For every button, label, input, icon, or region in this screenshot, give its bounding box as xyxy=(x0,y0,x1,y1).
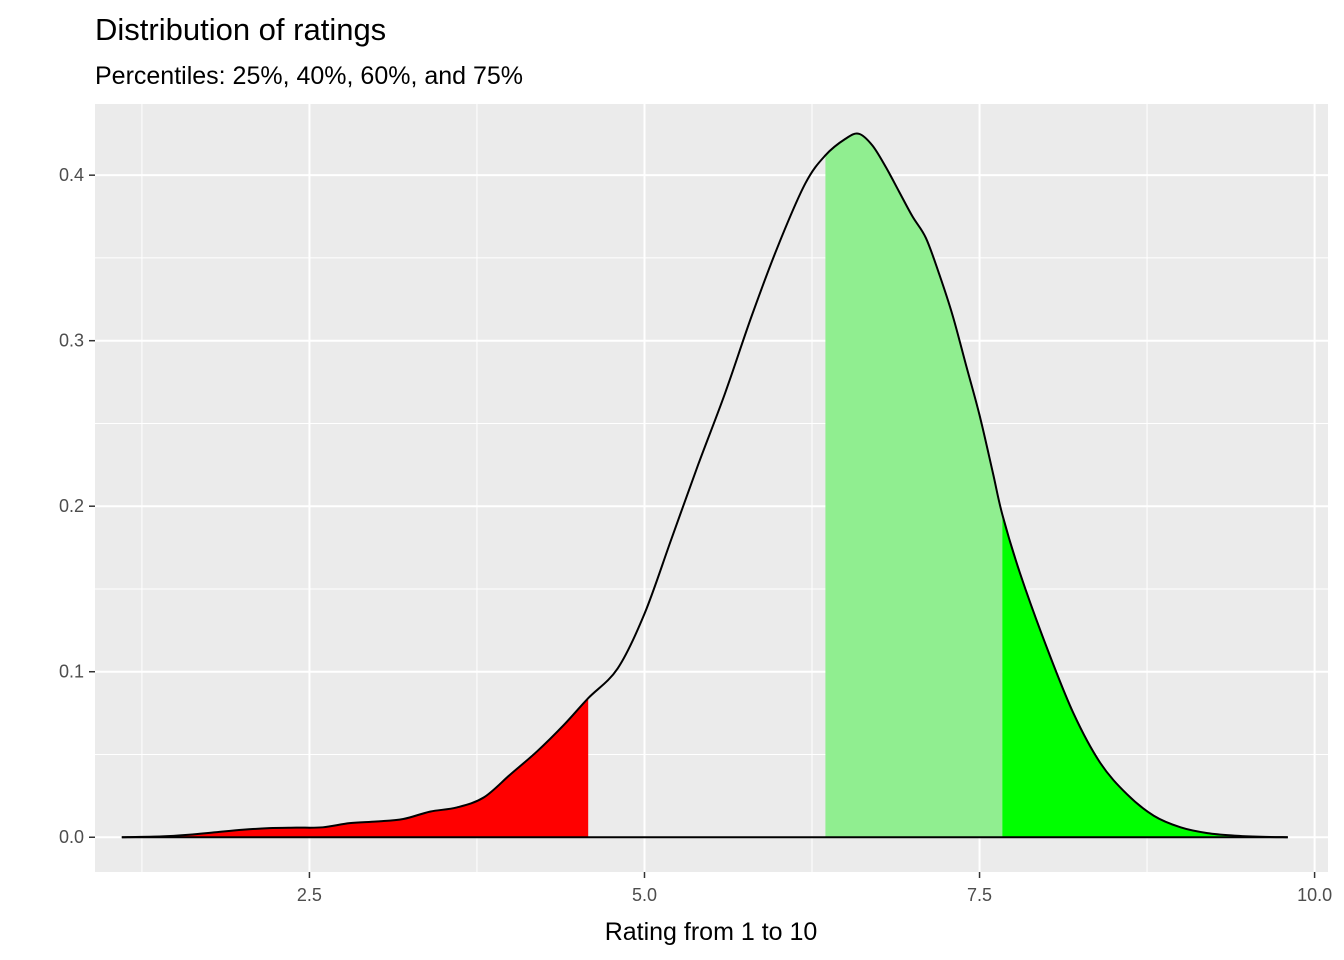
y-tick-label: 0.1 xyxy=(59,662,84,682)
plot-panel xyxy=(95,104,1328,872)
percentile-region xyxy=(825,133,1003,838)
y-tick-label: 0.0 xyxy=(59,827,84,847)
minor-gridlines xyxy=(95,104,1328,872)
density-curve xyxy=(121,132,1288,839)
x-axis: 2.5 5.0 7.5 10.0 xyxy=(297,872,1332,905)
chart-subtitle: Percentiles: 25%, 40%, 60%, and 75% xyxy=(95,62,523,90)
y-tick-label: 0.4 xyxy=(59,165,84,185)
y-tick-label: 0.3 xyxy=(59,331,84,351)
x-tick-label: 5.0 xyxy=(632,885,657,905)
y-axis: 0.0 0.1 0.2 0.3 0.4 xyxy=(59,165,95,847)
x-tick-label: 7.5 xyxy=(967,885,992,905)
percentile-region xyxy=(121,698,589,838)
percentile-region xyxy=(1002,514,1288,838)
x-axis-title: Rating from 1 to 10 xyxy=(605,918,818,946)
y-tick-label: 0.2 xyxy=(59,496,84,516)
x-tick-label: 10.0 xyxy=(1297,885,1332,905)
chart-title: Distribution of ratings xyxy=(95,12,386,47)
x-tick-label: 2.5 xyxy=(297,885,322,905)
percentile-regions xyxy=(121,133,1288,838)
density-curve-group xyxy=(121,132,1288,839)
